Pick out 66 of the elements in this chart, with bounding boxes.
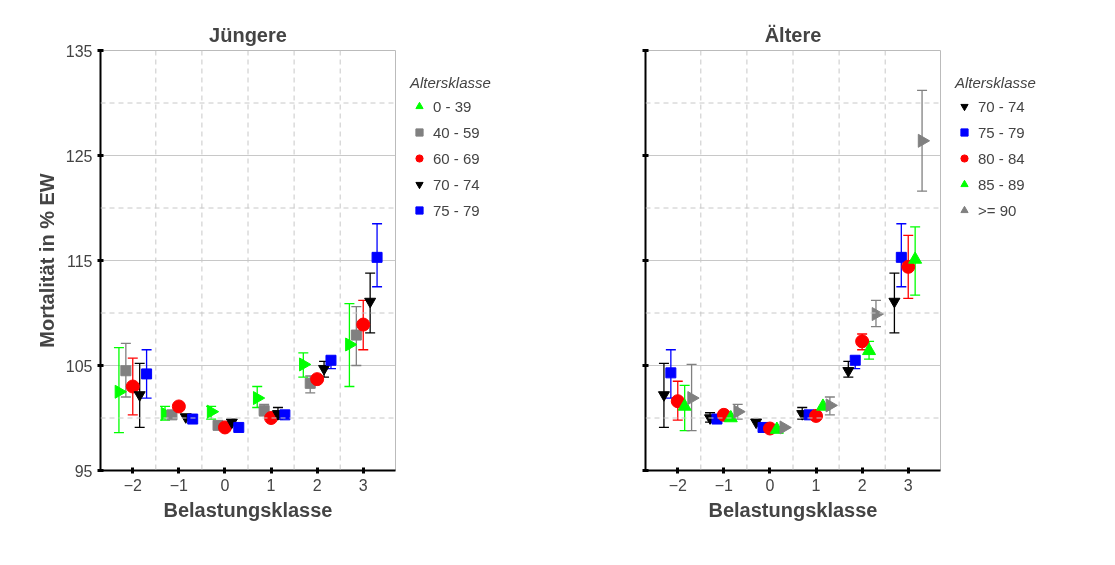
point (125, 379, 140, 394)
y-axis-title: Mortalität in % EW (35, 173, 58, 348)
y-tick-label: 115 (66, 252, 93, 270)
y-tick-label: 125 (65, 147, 93, 165)
x-tick-label: 2 (857, 476, 867, 494)
point (849, 354, 861, 366)
point (114, 384, 127, 399)
point (120, 365, 132, 377)
x-tick-label: 1 (811, 476, 821, 494)
legend-label: 75 - 79 (978, 123, 1025, 141)
point (133, 391, 146, 402)
point (356, 317, 371, 332)
point (325, 354, 337, 366)
point (888, 297, 901, 309)
legend-label: 75 - 79 (433, 201, 480, 219)
chart-title: Jüngere (209, 23, 287, 46)
x-tick-label: 0 (765, 476, 775, 494)
x-tick-label: 1 (266, 476, 276, 494)
point (171, 399, 186, 414)
legend-label: 60 - 69 (433, 149, 480, 167)
point (310, 372, 325, 387)
point (657, 391, 670, 402)
legend-label: 0 - 39 (433, 97, 472, 115)
point (908, 251, 923, 264)
x-tick-label: −1 (714, 476, 734, 494)
y-tick-label: 105 (65, 357, 93, 375)
point (252, 391, 266, 406)
point (299, 357, 312, 372)
x-tick-label: −1 (169, 476, 189, 494)
point (665, 367, 677, 379)
chart-title: Ältere (764, 23, 822, 46)
point (141, 368, 153, 380)
x-tick-label: 0 (220, 476, 230, 494)
point (318, 364, 331, 376)
y-tick-label: 95 (74, 462, 93, 480)
point (687, 391, 700, 406)
x-tick-label: 2 (312, 476, 322, 494)
legend-label: 70 - 74 (433, 175, 480, 193)
point (345, 337, 358, 352)
x-axis-title: Belastungsklasse (163, 498, 333, 521)
legend-title: Altersklasse (410, 74, 491, 91)
point (187, 413, 199, 425)
point (895, 251, 907, 263)
x-tick-label: 3 (903, 476, 913, 494)
x-tick-label: −2 (123, 476, 142, 494)
legend-label: 80 - 84 (978, 149, 1025, 167)
legend-label: 85 - 89 (978, 175, 1025, 193)
point (233, 421, 245, 433)
legend-title: Altersklasse (955, 74, 1036, 91)
point (279, 409, 291, 421)
y-tick-label: 135 (65, 42, 93, 60)
point (779, 420, 792, 435)
legend-label: >= 90 (978, 201, 1017, 219)
x-tick-label: 3 (358, 476, 368, 494)
point (225, 418, 238, 430)
point (917, 133, 931, 148)
point (862, 342, 877, 356)
x-axis-title: Belastungsklasse (708, 498, 878, 521)
point (217, 420, 232, 435)
legend-label: 40 - 59 (433, 123, 480, 141)
point (842, 367, 855, 378)
legend-label: 70 - 74 (978, 97, 1025, 115)
point (350, 329, 362, 341)
point (364, 297, 377, 309)
point (371, 251, 383, 263)
x-tick-label: −2 (668, 476, 687, 494)
